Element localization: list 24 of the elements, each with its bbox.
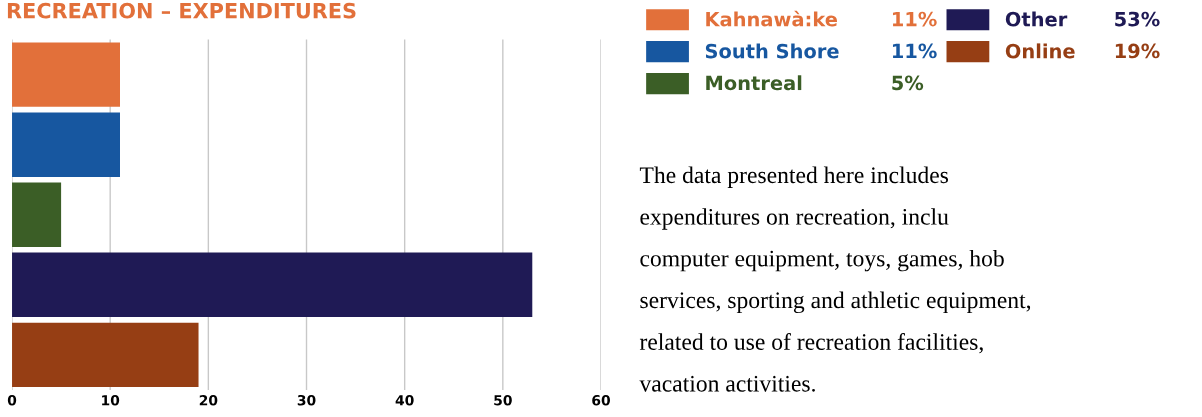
x-tick-label: 30: [297, 395, 316, 406]
x-tick-label: 40: [395, 395, 414, 406]
x-tick-label: 0: [7, 395, 17, 406]
x-tick-label: 60: [592, 395, 610, 406]
text: 19%: [1115, 43, 1160, 59]
x-tick-label: 10: [102, 395, 120, 406]
text: related to use of recreation facilities,: [639, 333, 983, 354]
text: 11%: [892, 43, 937, 59]
text: services, sporting and athletic equipment,: [640, 291, 1031, 314]
legend-label: Kahnawà:ke: [706, 10, 837, 27]
text: expenditures on recreation, inclu: [640, 208, 949, 230]
text: The data presented here includes: [639, 166, 949, 188]
legend-label: Other: [1005, 11, 1068, 27]
text: 11%: [892, 11, 937, 27]
legend-label: Online: [1005, 43, 1075, 59]
legend-label: Montreal: [706, 75, 802, 91]
text: 53%: [1115, 11, 1160, 27]
legend-label: South Shore: [705, 43, 839, 59]
text: vacation activities.: [639, 375, 815, 392]
text: 5%: [892, 75, 924, 91]
chart-title: RECREATION – EXPENDITURES: [7, 2, 356, 19]
x-tick-label: 50: [494, 395, 512, 406]
x-tick-label: 20: [199, 395, 218, 406]
text: computer equipment, toys, games, hob: [640, 249, 1004, 272]
